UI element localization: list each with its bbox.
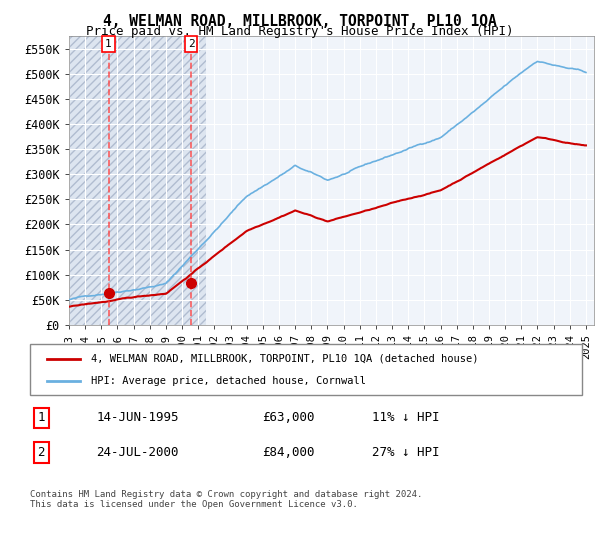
Text: £63,000: £63,000: [262, 411, 314, 424]
Text: 11% ↓ HPI: 11% ↓ HPI: [372, 411, 440, 424]
Text: 1: 1: [37, 411, 45, 424]
Text: HPI: Average price, detached house, Cornwall: HPI: Average price, detached house, Corn…: [91, 376, 366, 386]
Text: 2: 2: [37, 446, 45, 459]
FancyBboxPatch shape: [30, 344, 582, 395]
Text: 24-JUL-2000: 24-JUL-2000: [96, 446, 179, 459]
Text: 2: 2: [188, 39, 194, 49]
Text: 27% ↓ HPI: 27% ↓ HPI: [372, 446, 440, 459]
Text: 4, WELMAN ROAD, MILLBROOK, TORPOINT, PL10 1QA (detached house): 4, WELMAN ROAD, MILLBROOK, TORPOINT, PL1…: [91, 353, 478, 363]
Text: Price paid vs. HM Land Registry's House Price Index (HPI): Price paid vs. HM Land Registry's House …: [86, 25, 514, 38]
Text: Contains HM Land Registry data © Crown copyright and database right 2024.
This d: Contains HM Land Registry data © Crown c…: [30, 490, 422, 510]
Bar: [69, 36, 206, 325]
Text: 4, WELMAN ROAD, MILLBROOK, TORPOINT, PL10 1QA: 4, WELMAN ROAD, MILLBROOK, TORPOINT, PL1…: [103, 14, 497, 29]
Text: £84,000: £84,000: [262, 446, 314, 459]
Text: 1: 1: [105, 39, 112, 49]
Text: 14-JUN-1995: 14-JUN-1995: [96, 411, 179, 424]
